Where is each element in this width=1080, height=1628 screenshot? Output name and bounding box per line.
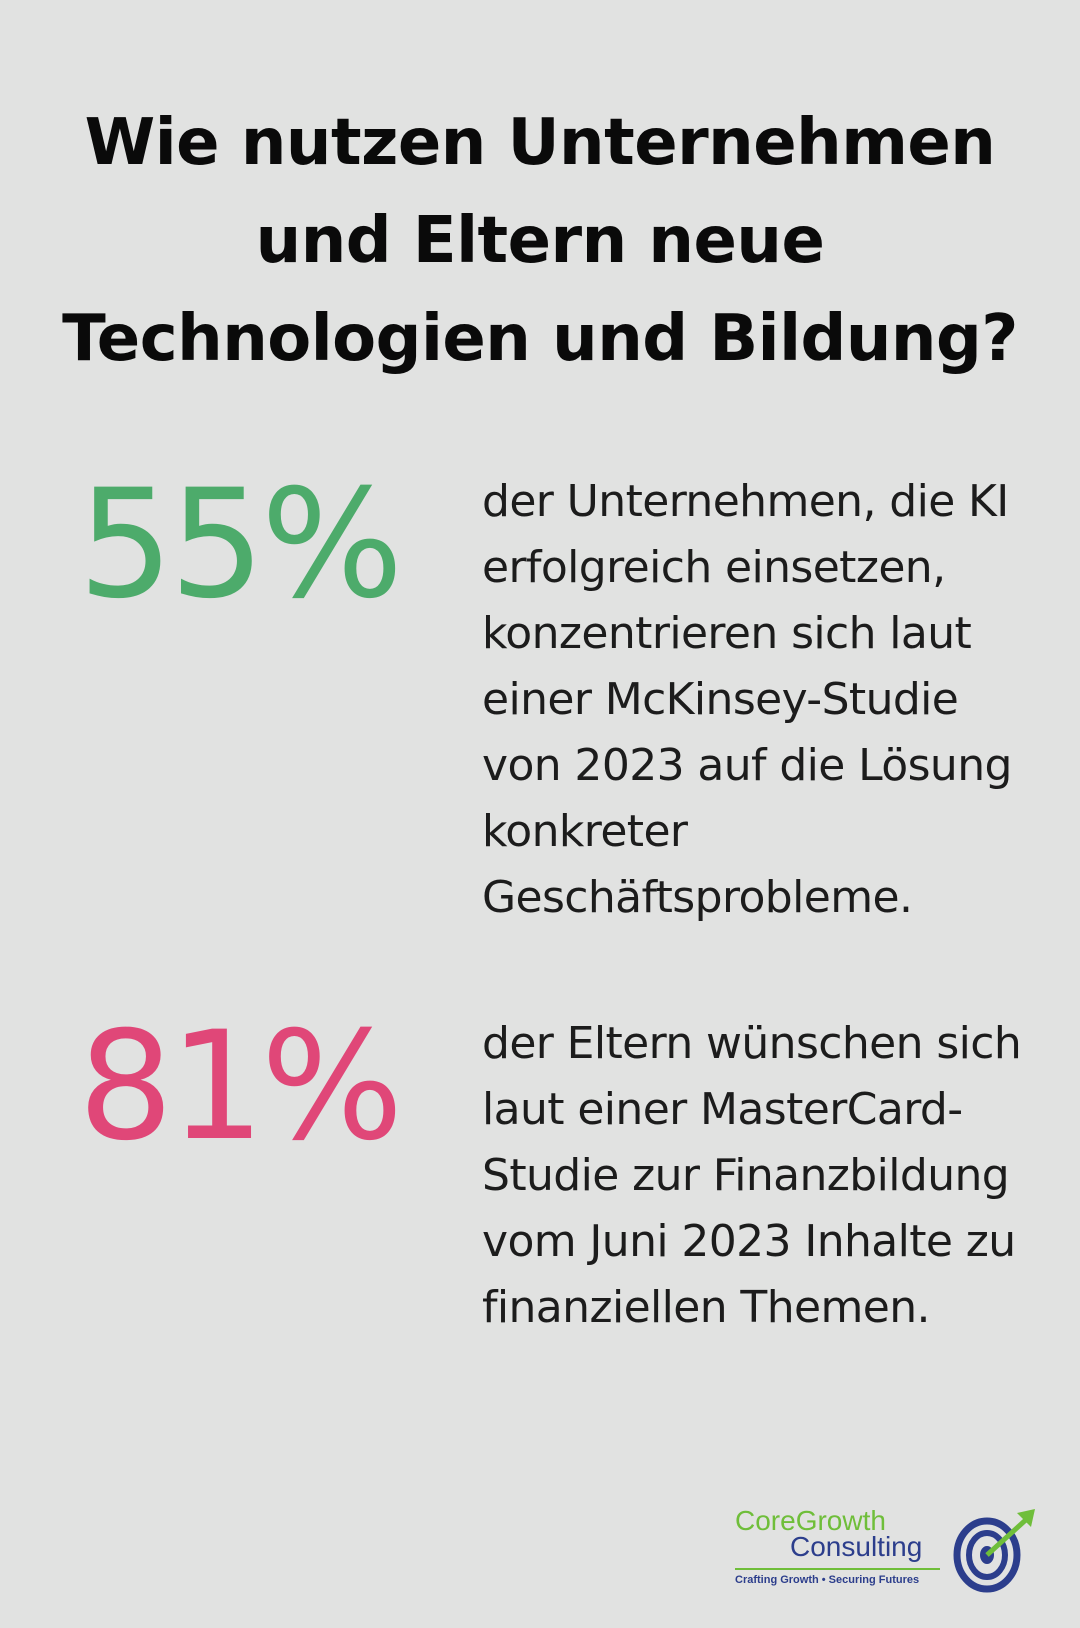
stat-description: der Eltern wünschen sich laut einer Mast…	[482, 1018, 1022, 1333]
company-logo: CoreGrowth Consulting Crafting Growth • …	[735, 1505, 1045, 1595]
stat-percentage: 81%	[78, 1000, 403, 1174]
stat-percentage: 55%	[78, 458, 403, 632]
page-title: Wie nutzen Unternehmen und Eltern neue T…	[62, 106, 1018, 376]
logo-name-primary: CoreGrowth	[735, 1505, 886, 1536]
logo-name-secondary: Consulting	[790, 1531, 923, 1562]
logo-tagline: Crafting Growth • Securing Futures	[735, 1574, 920, 1586]
logo-divider	[735, 1568, 940, 1570]
stat-description: der Unternehmen, die KI erfolgreich eins…	[482, 476, 1012, 923]
target-arrow-icon	[953, 1509, 1035, 1593]
